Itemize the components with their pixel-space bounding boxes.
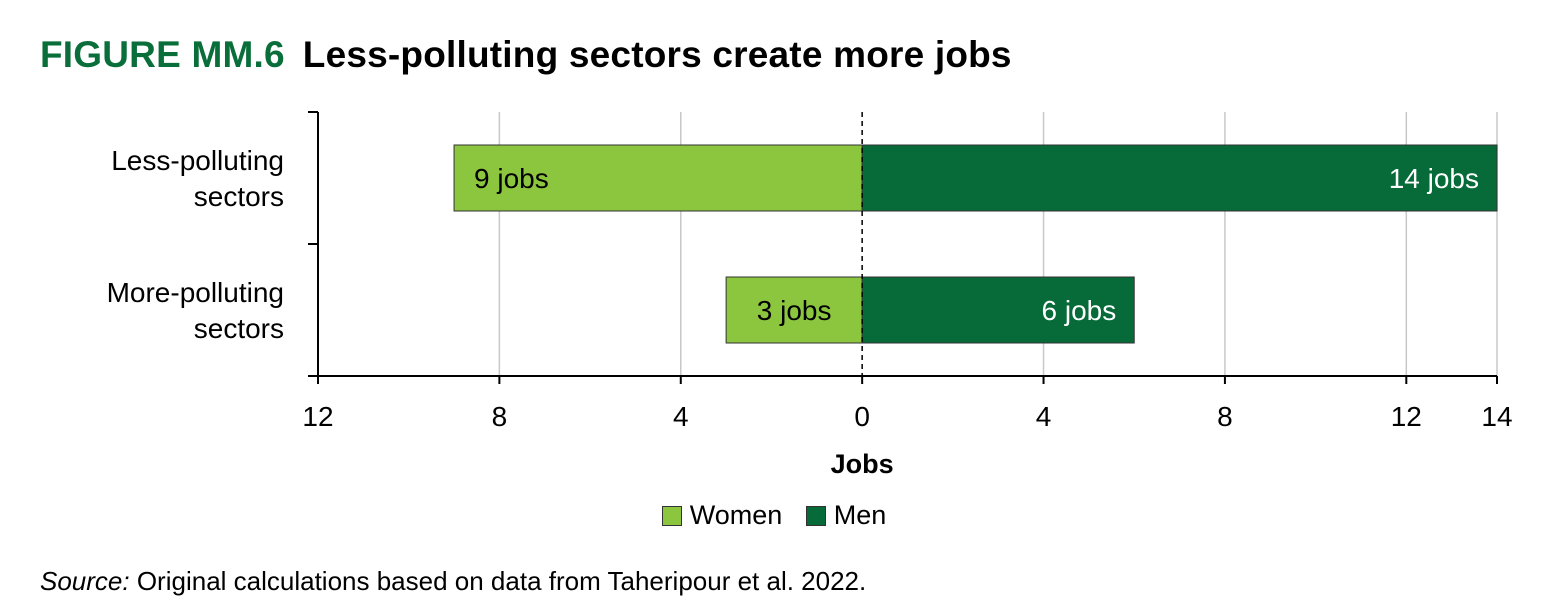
x-tick-label: 14 xyxy=(1481,401,1512,432)
figure-title: FIGURE MM.6 Less-polluting sectors create… xyxy=(40,34,1012,76)
figure-label: FIGURE MM.6 xyxy=(40,34,285,75)
bar-label-women: 3 jobs xyxy=(757,295,832,326)
bar-men xyxy=(861,276,1135,344)
x-tick-label: 4 xyxy=(673,401,689,432)
x-tick-label: 0 xyxy=(854,401,870,432)
category-label: Less-polluting xyxy=(111,145,284,176)
category-label: sectors xyxy=(194,313,284,344)
bar-men xyxy=(861,144,1498,212)
category-label: sectors xyxy=(194,181,284,212)
source-note: Source: Original calculations based on d… xyxy=(40,566,866,597)
legend-item-women: Women xyxy=(661,500,783,531)
x-axis-title: Jobs xyxy=(831,449,894,479)
bar-label-men: 6 jobs xyxy=(1042,295,1117,326)
legend-swatch-men xyxy=(805,505,826,526)
x-tick-label: 12 xyxy=(1391,401,1422,432)
bar-women xyxy=(453,144,863,212)
legend-label-men: Men xyxy=(833,500,887,530)
legend-swatch-women xyxy=(661,505,682,526)
legend-item-men: Men xyxy=(805,500,887,531)
category-label: More-polluting xyxy=(107,277,284,308)
x-tick-label: 12 xyxy=(302,401,333,432)
source-lead: Source: xyxy=(40,566,130,596)
x-tick-label: 4 xyxy=(1036,401,1052,432)
x-tick-label: 8 xyxy=(492,401,508,432)
bar-women xyxy=(725,276,863,344)
legend-label-women: Women xyxy=(689,500,783,530)
x-tick-label: 8 xyxy=(1217,401,1233,432)
chart-title: Less-polluting sectors create more jobs xyxy=(302,34,1012,75)
source-text: Original calculations based on data from… xyxy=(129,566,867,596)
bar-label-men: 14 jobs xyxy=(1389,163,1479,194)
bar-label-women: 9 jobs xyxy=(474,163,549,194)
legend: Women Men xyxy=(0,500,1548,533)
